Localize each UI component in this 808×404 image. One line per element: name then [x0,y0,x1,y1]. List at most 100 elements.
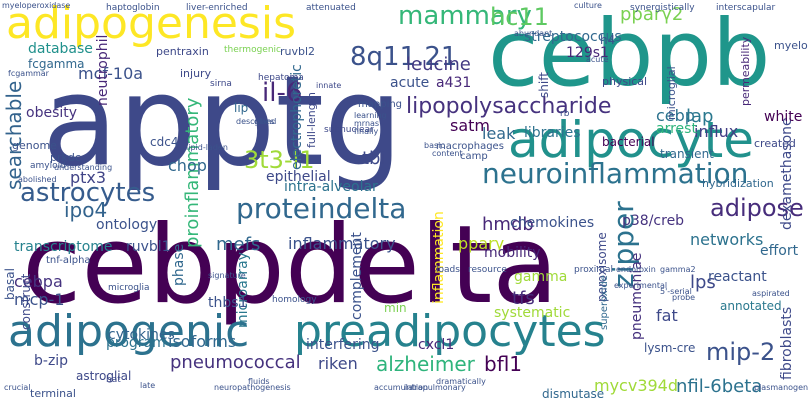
word: loads [436,265,460,275]
word: chop [168,156,207,175]
word: basal [3,268,17,300]
word: subnuclear [324,125,374,135]
word: prkdc [50,151,81,164]
word: acute [390,75,430,91]
word: chemokines [510,215,595,231]
word: ptx3 [70,168,107,187]
word: searchable [2,80,26,190]
word: abundant [514,29,553,38]
word: interscapular [716,3,776,13]
word: mefs [216,234,261,255]
word: mammary [398,1,532,31]
word: h4 [600,33,616,47]
word: attenuated [306,3,356,13]
word: influx [694,122,739,141]
word: fcgammar [8,69,49,78]
word: preadipocytes [294,306,606,357]
word: experimental [614,281,668,290]
word: fibroblasts [779,306,795,380]
word: obesity [26,105,78,121]
word: fluids [248,377,270,386]
word: hmdb [482,214,534,235]
word: proteindelta [236,192,407,225]
word: nfil-6beta [676,376,763,397]
word: il-6 [262,78,303,108]
word: lysm-cre [644,341,696,355]
word: adipogenesis [6,0,296,49]
word: 129s1 [566,45,609,61]
word: program [106,335,166,351]
word: neuroinflammation [482,157,749,190]
word: adipocyte [508,111,755,169]
word: superoxide [599,275,610,330]
word: full-length [305,92,318,148]
word: tfs [512,288,535,309]
word: accumulation [374,383,429,392]
word: a431 [436,75,472,91]
word: isoforms [168,332,237,351]
word: signature [208,271,246,280]
word: amyloid [30,161,66,171]
word: p38/creb [622,213,685,229]
word: effort [760,243,799,259]
word: 8q11.21 [350,42,458,72]
word: thermogenic [224,45,281,55]
word: hc11 [490,3,549,31]
word: shift [537,72,551,98]
word: cytokines [108,327,175,343]
word: inflammatory [288,234,396,253]
word: tnf-alpha [46,255,91,266]
word: ipo4 [64,198,108,222]
word: tbi [362,148,386,169]
word: sirna [210,79,232,89]
word: probe [672,293,696,302]
word: microglia [108,283,150,293]
word: ontology [96,217,158,233]
word: intra-alveolar [284,179,378,195]
word: reactant [708,269,767,285]
word: gland [254,117,277,126]
word: adipose [710,194,804,222]
word: haptoglobin [106,3,160,13]
word: camp [460,151,488,162]
word: bacterial [602,135,655,149]
word: crucial [4,383,31,392]
word: permeability [739,36,752,106]
word: annotated [720,299,782,313]
word: cebpa [14,272,63,291]
word: gamma2 [660,265,696,274]
word: content [432,149,463,158]
word: leak [482,124,516,143]
word: macrophages [436,141,504,152]
word: homology [272,295,317,305]
word: riken [318,354,358,373]
word: resource [468,265,507,275]
word: genome [12,139,57,152]
word: hybridization [702,177,774,190]
word: lip [234,101,249,115]
word: neutrophil [95,34,111,106]
word: basic [424,141,445,150]
word: dexamethasone [779,117,795,230]
word: pentraxin [156,45,209,58]
word: mcp-1 [14,290,65,309]
word: finally [354,127,379,136]
word: min [384,301,407,315]
word: systematic [494,305,571,321]
word: astroglial [76,369,132,383]
word: innate [316,81,342,90]
word: cebpdelta [22,203,559,328]
word: epithelial [266,169,331,185]
word: b-zip [34,353,69,369]
word: plasmanogen [754,383,808,392]
word: hepatoma [258,73,304,83]
word: cdc4 [150,135,179,149]
word: leucine [406,54,471,75]
word: mycv394d [594,376,679,395]
word: learning [354,111,387,120]
word: myeloperoxidase [2,1,71,10]
word: lps [690,272,716,293]
word: dismutase [542,387,605,401]
word: alzheimer [376,352,475,376]
word: mip-2 [706,338,776,366]
